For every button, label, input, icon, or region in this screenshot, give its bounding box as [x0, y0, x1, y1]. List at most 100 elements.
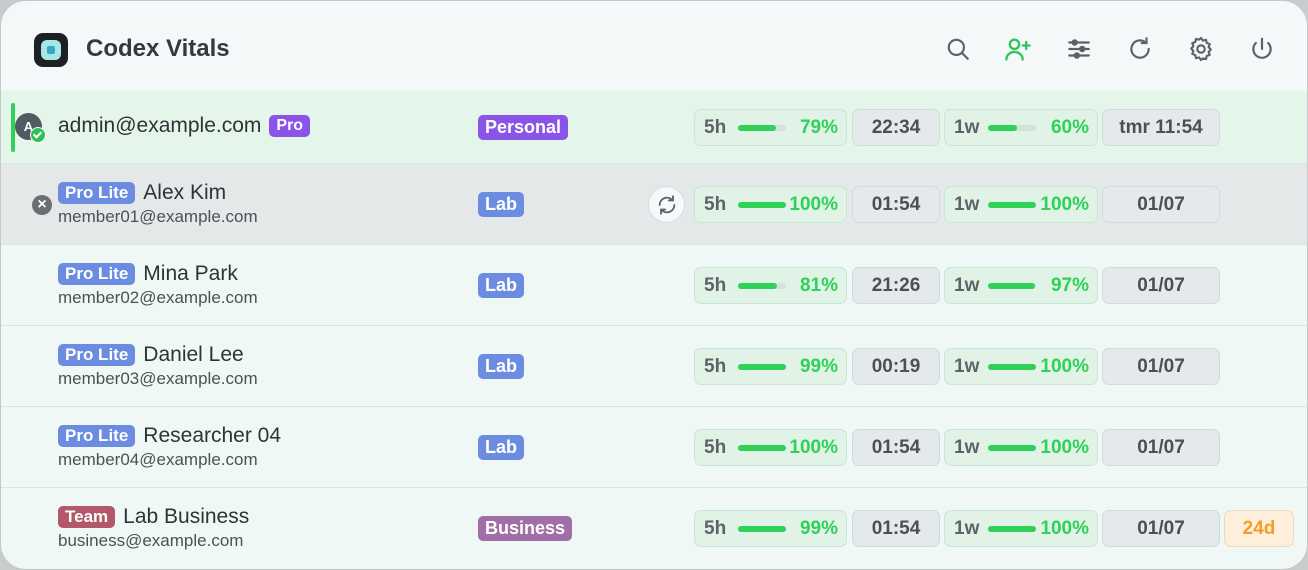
group-badge: Lab [478, 273, 525, 298]
usage-bar-fill [988, 201, 1036, 208]
account-name: Lab Business [123, 505, 250, 528]
usage-bar-fill [988, 444, 1036, 451]
five-hour-usage: 5h 100% [694, 429, 847, 466]
usage-percent: 100% [1040, 436, 1089, 458]
five-hour-reset: 22:34 [852, 109, 940, 146]
five-hour-usage: 5h 100% [694, 186, 847, 223]
refresh-icon [1130, 37, 1150, 59]
refresh-button[interactable] [1125, 34, 1155, 64]
usage-bar-fill [738, 363, 786, 370]
usage-percent: 60% [1050, 116, 1089, 138]
five-hour-reset: 00:19 [852, 348, 940, 385]
usage-percent: 100% [1040, 355, 1089, 377]
usage-label: 1w [954, 274, 980, 296]
usage-bar-fill [738, 525, 786, 532]
usage-label: 5h [704, 274, 727, 296]
usage-bar [738, 201, 786, 208]
filter-sliders-icon [1068, 39, 1090, 59]
usage-bar [738, 444, 786, 451]
week-reset: 01/07 [1102, 429, 1220, 466]
usage-percent: 99% [799, 517, 838, 539]
account-name-line: Pro Lite Daniel Lee [58, 343, 244, 367]
five-hour-reset: 01:54 [852, 186, 940, 223]
account-email: business@example.com [58, 531, 244, 550]
group-badge: Personal [478, 115, 569, 140]
remove-account-button[interactable]: × [32, 195, 52, 215]
active-check-icon [30, 127, 46, 143]
quit-button[interactable] [1247, 34, 1277, 64]
add-user-icon [1005, 38, 1031, 61]
usage-bar [988, 282, 1036, 289]
five-hour-usage: 5h 99% [694, 510, 847, 547]
five-hour-usage: 5h 81% [694, 267, 847, 304]
account-name: Researcher 04 [143, 424, 282, 447]
account-name: Mina Park [143, 262, 238, 285]
usage-bar [988, 525, 1036, 532]
five-hour-reset: 01:54 [852, 510, 940, 547]
account-row[interactable]: Pro Lite Daniel Lee member03@example.com… [1, 326, 1307, 407]
usage-bar-fill [738, 124, 776, 131]
usage-percent: 100% [1040, 517, 1089, 539]
account-name: admin@example.com [58, 114, 262, 137]
account-name-line: Pro Lite Researcher 04 [58, 424, 281, 448]
group-badge: Lab [478, 354, 525, 379]
usage-label: 5h [704, 193, 727, 215]
usage-bar-fill [988, 525, 1036, 532]
app-title: Codex Vitals [86, 35, 230, 62]
usage-bar-fill [988, 282, 1035, 289]
sync-icon [658, 194, 675, 215]
plan-badge: Pro Lite [58, 425, 136, 447]
usage-percent: 99% [799, 355, 838, 377]
usage-bar-fill [988, 124, 1017, 131]
usage-bar-fill [988, 363, 1036, 370]
account-name-line: Pro Lite Alex Kim [58, 181, 226, 205]
settings-button[interactable] [1186, 34, 1216, 64]
usage-label: 1w [954, 517, 980, 539]
account-email: member03@example.com [58, 369, 258, 388]
usage-percent: 97% [1050, 274, 1089, 296]
account-row[interactable]: × Pro Lite Alex Kim member01@example.com… [1, 164, 1307, 245]
usage-bar [988, 124, 1036, 131]
account-row[interactable]: Team Lab Business business@example.com B… [1, 488, 1307, 568]
usage-label: 1w [954, 355, 980, 377]
usage-bar [988, 363, 1036, 370]
plan-badge: Pro Lite [58, 182, 136, 204]
plan-badge: Team [58, 506, 116, 528]
add-user-button[interactable] [1003, 34, 1033, 64]
search-button[interactable] [943, 34, 973, 64]
account-email: member02@example.com [58, 288, 258, 307]
account-row[interactable]: Pro Lite Researcher 04 member04@example.… [1, 407, 1307, 488]
account-row[interactable]: A admin@example.com Pro Personal 5h 79% … [1, 91, 1307, 164]
five-hour-usage: 5h 79% [694, 109, 847, 146]
usage-bar [988, 444, 1036, 451]
week-usage: 1w 100% [944, 186, 1098, 223]
week-usage: 1w 100% [944, 348, 1098, 385]
account-list: A admin@example.com Pro Personal 5h 79% … [1, 91, 1307, 568]
usage-label: 1w [954, 116, 980, 138]
filter-button[interactable] [1064, 34, 1094, 64]
plan-badge: Pro [269, 115, 311, 137]
account-row[interactable]: Pro Lite Mina Park member02@example.com … [1, 245, 1307, 326]
usage-bar [738, 282, 786, 289]
week-reset: 01/07 [1102, 510, 1220, 547]
active-indicator [11, 103, 15, 152]
usage-bar [988, 201, 1036, 208]
usage-percent: 100% [789, 193, 838, 215]
week-usage: 1w 60% [944, 109, 1098, 146]
search-icon [947, 38, 969, 60]
week-reset: 01/07 [1102, 267, 1220, 304]
week-usage: 1w 100% [944, 510, 1098, 547]
usage-label: 5h [704, 436, 727, 458]
group-badge: Business [478, 516, 573, 541]
usage-label: 5h [704, 355, 727, 377]
five-hour-usage: 5h 99% [694, 348, 847, 385]
usage-percent: 81% [799, 274, 838, 296]
usage-bar-fill [738, 282, 777, 289]
header: Codex Vitals [1, 1, 1307, 91]
power-icon [1252, 37, 1272, 59]
refresh-account-button[interactable] [648, 186, 685, 223]
usage-percent: 100% [789, 436, 838, 458]
week-reset: tmr 11:54 [1102, 109, 1220, 146]
usage-label: 5h [704, 116, 727, 138]
